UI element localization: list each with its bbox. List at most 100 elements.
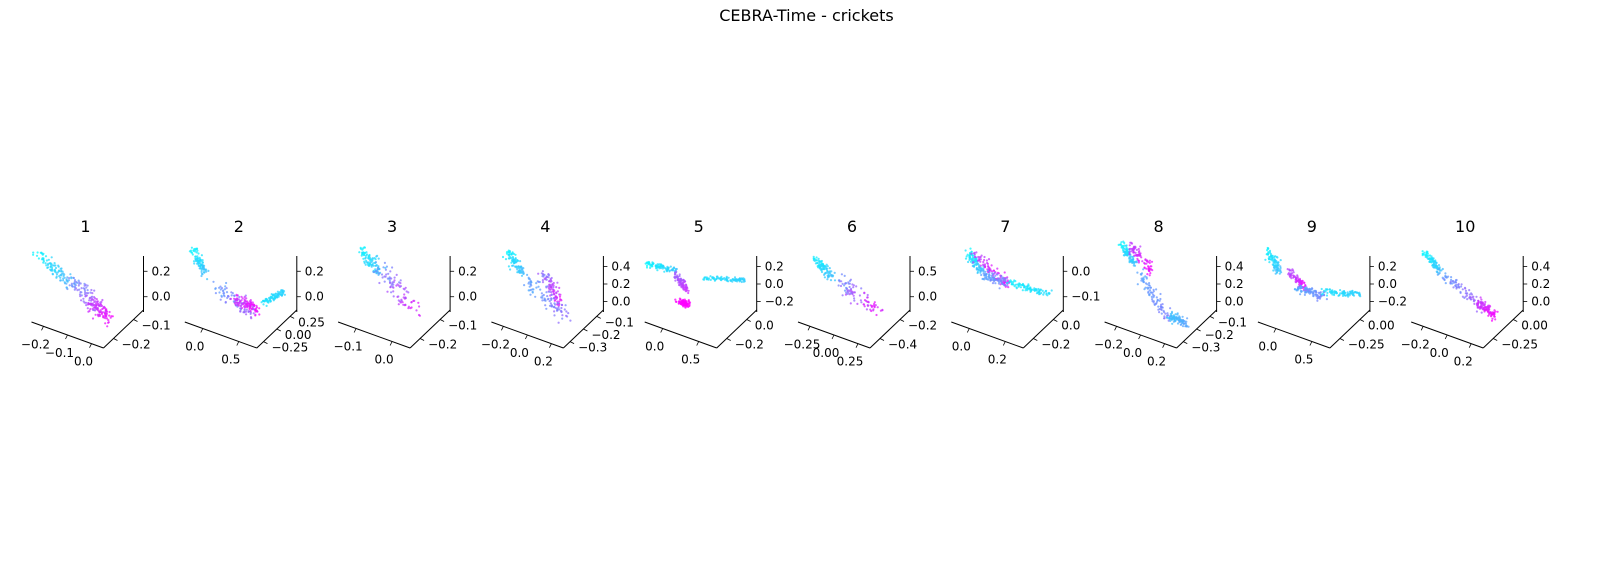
scatter-point bbox=[1022, 286, 1026, 289]
scatter-point bbox=[73, 288, 76, 291]
scatter-point bbox=[537, 285, 540, 288]
y-tick bbox=[439, 319, 445, 322]
scatter-point bbox=[648, 262, 651, 266]
scatter-point bbox=[1275, 271, 1278, 274]
subplot-title: 8 bbox=[1154, 217, 1164, 236]
scatter-point bbox=[650, 265, 653, 268]
scatter-point bbox=[873, 302, 876, 306]
scatter-point bbox=[966, 253, 969, 256]
x-tick bbox=[660, 328, 664, 333]
scatter-point bbox=[409, 307, 412, 310]
scatter-point bbox=[986, 261, 989, 265]
scatter-point bbox=[1303, 281, 1306, 284]
scatter-point bbox=[513, 261, 516, 264]
scatter-point bbox=[63, 281, 66, 284]
scatter-point bbox=[218, 291, 221, 294]
scatter-point bbox=[729, 279, 732, 282]
scatter-point bbox=[1452, 280, 1455, 283]
y-tick-label: 0.25 bbox=[298, 315, 325, 329]
scatter-point bbox=[92, 304, 96, 307]
scatter-point bbox=[83, 289, 86, 292]
scatter-point bbox=[843, 274, 846, 277]
scatter-point bbox=[688, 301, 692, 304]
scatter-point bbox=[1144, 286, 1147, 289]
scatter-point bbox=[735, 278, 738, 281]
scatter-point bbox=[1273, 258, 1276, 261]
scatter-point bbox=[1003, 271, 1006, 274]
scatter-point bbox=[1481, 304, 1484, 308]
scatter-point bbox=[869, 308, 872, 311]
scatter-point bbox=[45, 264, 48, 267]
scatter-point bbox=[1438, 271, 1441, 275]
scatter-point bbox=[839, 284, 843, 288]
x-tick-label: 0.25 bbox=[837, 355, 864, 369]
scatter-point bbox=[374, 268, 377, 271]
scatter-point bbox=[1320, 287, 1323, 291]
scatter-point bbox=[1339, 289, 1342, 292]
scatter-point bbox=[1280, 271, 1283, 274]
scatter-point bbox=[1483, 309, 1487, 312]
scatter-point bbox=[1287, 273, 1290, 276]
scatter-point bbox=[1181, 315, 1184, 318]
x-tick bbox=[41, 326, 44, 331]
scatter-point bbox=[1000, 275, 1003, 278]
scatter-point bbox=[1470, 292, 1473, 295]
scatter-point bbox=[246, 306, 249, 309]
x-tick bbox=[1138, 334, 1141, 340]
scatter-point bbox=[531, 288, 534, 291]
x-tick bbox=[807, 326, 811, 331]
scatter-point bbox=[560, 303, 563, 306]
scatter-point bbox=[363, 260, 366, 263]
scatter-point bbox=[1155, 296, 1158, 299]
scatter-point bbox=[545, 291, 548, 294]
scatter-point bbox=[1479, 300, 1482, 304]
scatter-point bbox=[415, 309, 418, 312]
scatter-point bbox=[1457, 283, 1460, 287]
scatter-point bbox=[505, 252, 509, 255]
scatter-point bbox=[1147, 290, 1150, 293]
x-tick-label: 0.5 bbox=[1294, 353, 1313, 367]
scatter-point bbox=[236, 297, 239, 300]
scatter-point bbox=[1494, 318, 1497, 321]
scatter-point bbox=[1015, 287, 1018, 290]
scatter-point bbox=[965, 255, 968, 258]
scatter-point bbox=[680, 302, 683, 305]
scatter-point bbox=[556, 301, 559, 304]
scatter-point bbox=[731, 280, 734, 283]
scatter-point bbox=[1156, 300, 1159, 303]
scatter-point bbox=[1432, 266, 1435, 269]
scatter-point bbox=[550, 297, 553, 300]
scatter-point bbox=[687, 291, 690, 295]
scatter-point bbox=[1286, 268, 1289, 271]
scatter-point bbox=[1122, 245, 1125, 248]
scatter-point bbox=[1304, 288, 1307, 291]
scatter-point bbox=[546, 295, 549, 298]
scatter-point bbox=[417, 301, 420, 304]
scatter-point bbox=[1139, 245, 1142, 248]
y-tick-label: 0.00 bbox=[1368, 319, 1395, 333]
y-tick bbox=[1493, 338, 1498, 341]
scatter-point bbox=[1132, 264, 1135, 267]
x-tick-label: 0.0 bbox=[1258, 340, 1277, 354]
scatter-point bbox=[815, 256, 818, 259]
scatter-point bbox=[993, 271, 996, 274]
scatter-point bbox=[847, 282, 850, 285]
x-tick-label: 0.00 bbox=[813, 346, 840, 360]
scatter-point bbox=[1328, 288, 1331, 291]
scatter-point bbox=[681, 303, 684, 306]
scatter-point bbox=[544, 299, 547, 302]
scatter-point bbox=[865, 308, 869, 311]
scatter-point bbox=[381, 276, 384, 279]
y-tick bbox=[726, 338, 731, 341]
scatter-point bbox=[1444, 282, 1447, 285]
scatter-point bbox=[246, 301, 249, 304]
x-tick bbox=[549, 343, 552, 348]
scatter-point bbox=[1352, 294, 1356, 297]
scatter-point bbox=[1331, 289, 1334, 292]
scatter-point bbox=[831, 275, 834, 278]
scatter-point bbox=[564, 304, 567, 307]
scatter-point bbox=[1473, 302, 1476, 305]
scatter-point bbox=[50, 256, 53, 259]
scatter-point bbox=[194, 258, 197, 261]
scatter-point bbox=[1325, 294, 1329, 297]
